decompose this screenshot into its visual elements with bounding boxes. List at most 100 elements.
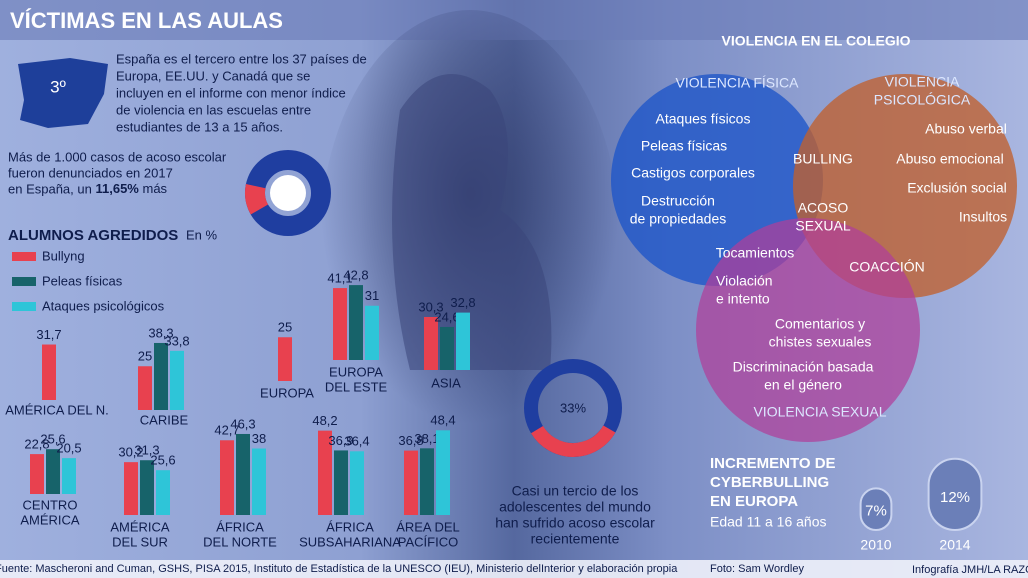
cyber-value: 7% — [865, 502, 887, 519]
bar-group: 36,838,1 48,4 — [398, 413, 456, 515]
spain-text: España es el tercero entre los 37 países… — [116, 51, 367, 66]
bar — [424, 316, 438, 370]
bar-group: 42,746,338 — [214, 416, 266, 515]
venn-label: en el género — [764, 377, 842, 393]
category-label: ÁREA DEL — [396, 519, 460, 534]
bar — [349, 285, 363, 360]
venn-label: BULLING — [793, 151, 853, 167]
donut-segment — [524, 359, 622, 457]
bar-group: 30,324,632,8 — [418, 295, 476, 370]
value-label: 36,9 — [328, 433, 353, 448]
value-label: 30,3 — [418, 299, 443, 314]
bar — [456, 312, 470, 370]
spain-text: incluyen en el informe con menor índice — [116, 85, 346, 100]
bar — [138, 366, 152, 410]
value-label: 48,2 — [312, 413, 337, 428]
bar — [333, 288, 347, 360]
venn-label: Peleas físicas — [641, 138, 727, 154]
cases-text: fueron denunciados en 2017 — [8, 165, 173, 180]
bar — [420, 448, 434, 515]
bar-group: 48,2 36,936,4 — [312, 413, 370, 515]
rank: 3º — [50, 77, 66, 96]
venn-label: ACOSO — [798, 200, 849, 216]
category-label: DEL NORTE — [203, 534, 277, 549]
category-label: CARIBE — [140, 412, 189, 427]
bar-group: 31,7 — [36, 327, 62, 400]
mouse-icon — [859, 487, 893, 532]
cases-highlight: 11,65% — [95, 181, 139, 196]
value-label: 36,8 — [398, 433, 423, 448]
cases-text: Más de 1.000 casos de acoso escolar — [8, 149, 227, 164]
bar — [46, 449, 60, 494]
bar — [404, 450, 418, 515]
venn-label: Discriminación basada — [733, 359, 874, 375]
cyber-title: CYBERBULLING — [710, 474, 829, 491]
bar — [140, 460, 154, 515]
bar — [30, 454, 44, 494]
value-label: 24,6 — [434, 309, 459, 324]
bar-group: 41,142,8 31 — [327, 268, 379, 360]
category-label: AMÉRICA — [110, 519, 170, 534]
footer-band — [0, 560, 1028, 578]
spain-text: estudiantes de 13 a 15 años. — [116, 119, 283, 134]
category-label: SUBSAHARIANA — [299, 534, 401, 549]
bar-group: 22,825,620,5 — [24, 432, 82, 494]
value-label: 38 — [252, 431, 266, 446]
venn-label: Tocamientos — [716, 245, 795, 261]
spain-text: de violencia en las escuelas entre — [116, 102, 311, 117]
bar — [62, 458, 76, 494]
venn-label: Comentarios y — [775, 316, 865, 332]
legend-label: Peleas físicas — [42, 273, 123, 288]
venn-label: Exclusión social — [907, 180, 1007, 196]
venn-label: chistes sexuales — [769, 334, 872, 350]
value-label: 25,6 — [150, 453, 175, 468]
venn-label: Destrucción — [641, 193, 715, 209]
venn-label: de propiedades — [630, 211, 727, 227]
bar-group: 25 — [278, 320, 292, 381]
photo-figure — [392, 74, 552, 370]
value-label: 31,7 — [36, 327, 61, 342]
value-label: 20,5 — [56, 441, 81, 456]
cases-text: más — [142, 181, 167, 196]
chart-unit: En % — [186, 227, 218, 242]
venn-label: PSICOLÓGICA — [874, 92, 971, 108]
cases-text: en España, un 11,65% más — [8, 181, 168, 196]
bar-group: 25 38,333,8 — [138, 325, 190, 410]
legend-swatch — [12, 252, 36, 261]
survey-text: han sufrido acoso escolar — [495, 515, 655, 531]
value-label: 25,6 — [40, 432, 65, 447]
value-label: 30,2 — [118, 445, 143, 460]
spain-text: Europa, EE.UU. y Canadá que se — [116, 68, 310, 83]
bar — [350, 451, 364, 515]
venn-label: Castigos corporales — [631, 165, 755, 181]
chart-title: ALUMNOS AGREDIDOS — [8, 227, 178, 244]
survey-text: recientemente — [531, 531, 620, 547]
bar-group: 30,231,325,6 — [118, 443, 176, 515]
legend-label: Bullyng — [42, 248, 85, 263]
mouse-icon — [927, 457, 983, 531]
value-label: 38,3 — [148, 325, 173, 340]
venn-label: e intento — [716, 291, 770, 307]
venn-label: SEXUAL — [795, 218, 850, 234]
venn-label: VIOLENCIA FÍSICA — [676, 75, 800, 91]
survey-label: 33% — [560, 400, 586, 415]
value-label: 36,4 — [344, 434, 369, 449]
value-label: 48,4 — [430, 413, 455, 428]
cyber-subtitle: Edad 11 a 16 años — [710, 514, 827, 530]
category-label: EUROPA — [329, 364, 383, 379]
value-label: 33,8 — [164, 333, 189, 348]
value-label: 42,7 — [214, 423, 239, 438]
category-label: EUROPA — [260, 385, 314, 400]
bar — [252, 448, 266, 515]
category-label: ASIA — [431, 375, 461, 390]
bar — [170, 350, 184, 410]
legend-label: Ataques psicológicos — [42, 298, 165, 313]
cyber-value: 12% — [940, 489, 970, 506]
cyber-title: INCREMENTO DE — [710, 455, 836, 472]
photo-credit: Foto: Sam Wordley — [710, 563, 804, 575]
title: VÍCTIMAS EN LAS AULAS — [10, 8, 283, 33]
icon-bg — [270, 175, 306, 211]
category-label: DEL ESTE — [325, 379, 388, 394]
source: Fuente: Mascheroni and Cuman, GSHS, PISA… — [0, 563, 678, 575]
